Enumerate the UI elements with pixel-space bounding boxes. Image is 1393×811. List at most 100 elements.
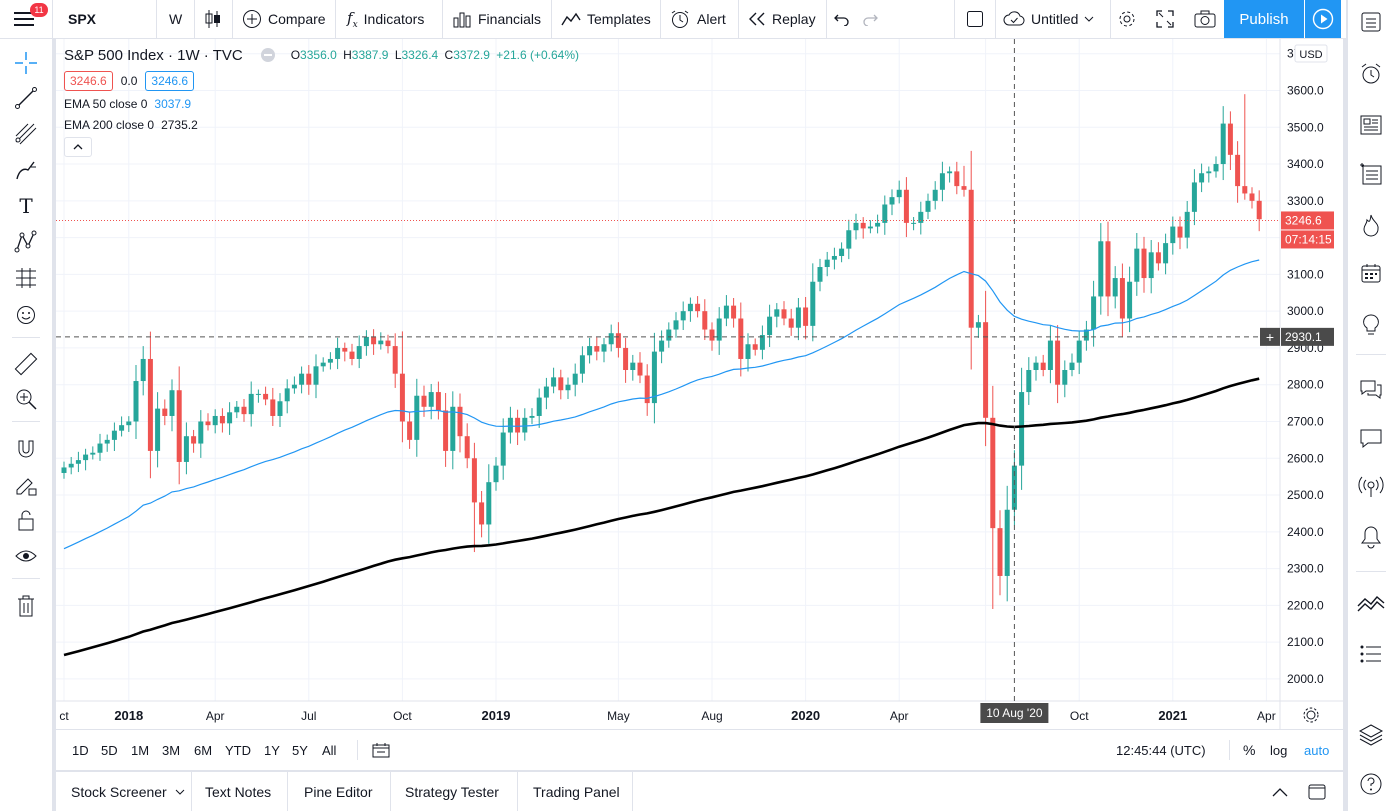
- measure-tool[interactable]: [12, 350, 40, 378]
- help-button[interactable]: [1357, 770, 1385, 798]
- messages-button[interactable]: [1357, 424, 1385, 452]
- symbol-search[interactable]: SPX: [68, 11, 97, 27]
- trend-line-icon: [15, 87, 37, 109]
- sell-price[interactable]: 3246.6: [64, 71, 113, 91]
- ema50-legend[interactable]: EMA 50 close 0 3037.9: [64, 97, 579, 111]
- chart-style-button[interactable]: [204, 0, 222, 38]
- maximize-panel-button[interactable]: [1308, 772, 1326, 811]
- financials-button[interactable]: Financials: [452, 0, 541, 38]
- publish-button[interactable]: Publish: [1224, 0, 1304, 38]
- candle-body: [392, 346, 398, 374]
- y-tick-label: 3100.0: [1287, 267, 1324, 281]
- range-1d[interactable]: 1D: [72, 742, 89, 758]
- ideas-button[interactable]: [1357, 311, 1385, 339]
- auto-scale-toggle[interactable]: auto: [1304, 742, 1330, 758]
- crosshair-tool[interactable]: [12, 49, 40, 77]
- timezone-clock[interactable]: 12:45:44 (UTC): [1116, 742, 1206, 758]
- magnet-tool[interactable]: [12, 435, 40, 463]
- fib-tool[interactable]: [12, 120, 40, 148]
- calendar-button[interactable]: [1357, 259, 1385, 287]
- menu-button[interactable]: [14, 0, 34, 38]
- chart-pane[interactable]: 2000.0 2100.0 2200.0 2300.0 2400.0 2500.0 2600…: [56, 39, 1343, 729]
- range-ytd[interactable]: YTD: [225, 742, 251, 758]
- open-label: O: [290, 48, 301, 62]
- candle-body: [464, 436, 470, 459]
- collapse-legend-button[interactable]: [64, 137, 92, 157]
- trading-button[interactable]: [1357, 589, 1385, 617]
- candle-body: [767, 316, 773, 336]
- streams-button[interactable]: [1357, 473, 1385, 501]
- candle-body: [450, 406, 456, 451]
- percent-scale-toggle[interactable]: %: [1243, 742, 1256, 758]
- icon-tool[interactable]: [12, 301, 40, 329]
- log-scale-toggle[interactable]: log: [1270, 742, 1288, 758]
- square-icon: [967, 11, 983, 27]
- undo-button[interactable]: [834, 0, 850, 38]
- buy-price[interactable]: 3246.6: [145, 71, 195, 91]
- notifications-button[interactable]: [1357, 523, 1385, 551]
- candle-body: [212, 415, 218, 426]
- hide-drawings-tool[interactable]: [12, 542, 40, 570]
- interval-button[interactable]: W: [169, 11, 183, 27]
- redo-button[interactable]: [862, 0, 878, 38]
- symbol-title[interactable]: S&P 500 Index · 1W · TVC: [64, 46, 243, 64]
- candle-body: [1235, 154, 1241, 187]
- fx-icon: fx: [347, 8, 358, 30]
- tab-strategy-tester[interactable]: Strategy Tester: [405, 783, 499, 800]
- candle-body: [587, 346, 593, 356]
- templates-button[interactable]: Templates: [561, 0, 651, 38]
- brush-tool[interactable]: [12, 156, 40, 184]
- watchlist-button[interactable]: [1357, 8, 1385, 36]
- dom-button[interactable]: [1357, 640, 1385, 668]
- range-5y[interactable]: 5Y: [292, 742, 308, 758]
- object-tree-button[interactable]: [1357, 721, 1385, 749]
- play-button[interactable]: [1305, 0, 1341, 38]
- remove-drawings-tool[interactable]: [12, 592, 40, 620]
- snapshot-button[interactable]: [1194, 0, 1216, 38]
- chats-button[interactable]: [1357, 375, 1385, 403]
- layout-name-button[interactable]: Untitled: [1003, 0, 1094, 38]
- range-6m[interactable]: 6M: [194, 742, 213, 758]
- goto-date-button[interactable]: [372, 730, 390, 770]
- range-1m[interactable]: 1M: [131, 742, 150, 758]
- alert-button[interactable]: Alert: [669, 0, 726, 38]
- chart-legend: S&P 500 Index · 1W · TVC O3356.0 H3387.9…: [64, 44, 579, 157]
- data-window-button[interactable]: [1357, 160, 1385, 188]
- layout-toggle-button[interactable]: [966, 0, 984, 38]
- stay-drawing-tool[interactable]: [12, 471, 40, 499]
- range-1y[interactable]: 1Y: [264, 742, 280, 758]
- indicators-button[interactable]: fx Indicators: [347, 0, 424, 38]
- replay-label: Replay: [772, 11, 816, 27]
- tab-trading-panel[interactable]: Trading Panel: [533, 783, 620, 800]
- hide-legend-toggle[interactable]: [260, 48, 275, 62]
- news-button[interactable]: [1357, 111, 1385, 139]
- candle-body: [579, 355, 585, 374]
- ema200-legend[interactable]: EMA 200 close 0 2735.2: [64, 118, 579, 132]
- price-chart[interactable]: 2000.0 2100.0 2200.0 2300.0 2400.0 2500.0 2600…: [56, 39, 1343, 729]
- expand-panel-button[interactable]: [1272, 772, 1288, 811]
- prediction-tool[interactable]: [12, 264, 40, 292]
- text-tool[interactable]: T: [12, 192, 40, 220]
- fullscreen-button[interactable]: [1156, 0, 1174, 38]
- tab-pine-editor[interactable]: Pine Editor: [304, 783, 373, 800]
- range-all[interactable]: All: [322, 742, 337, 758]
- low-label: L: [394, 48, 402, 62]
- lock-tool[interactable]: [12, 506, 40, 534]
- hotlist-button[interactable]: [1357, 211, 1385, 239]
- tab-text-notes[interactable]: Text Notes: [205, 783, 272, 800]
- candle-body: [1083, 329, 1089, 341]
- settings-button[interactable]: [1117, 0, 1137, 38]
- candle-body: [356, 346, 362, 359]
- drawing-toolbar: T: [0, 39, 52, 811]
- replay-button[interactable]: Replay: [748, 0, 816, 38]
- range-3m[interactable]: 3M: [162, 742, 181, 758]
- candle-body: [774, 309, 780, 317]
- pattern-tool[interactable]: [12, 228, 40, 256]
- range-5d[interactable]: 5D: [101, 742, 118, 758]
- trend-line-tool[interactable]: [12, 84, 40, 112]
- alerts-button[interactable]: [1357, 60, 1385, 88]
- tab-stock-screener[interactable]: Stock Screener: [71, 772, 185, 811]
- candle-body: [435, 392, 441, 411]
- zoom-tool[interactable]: [12, 385, 40, 413]
- compare-button[interactable]: Compare: [242, 0, 326, 38]
